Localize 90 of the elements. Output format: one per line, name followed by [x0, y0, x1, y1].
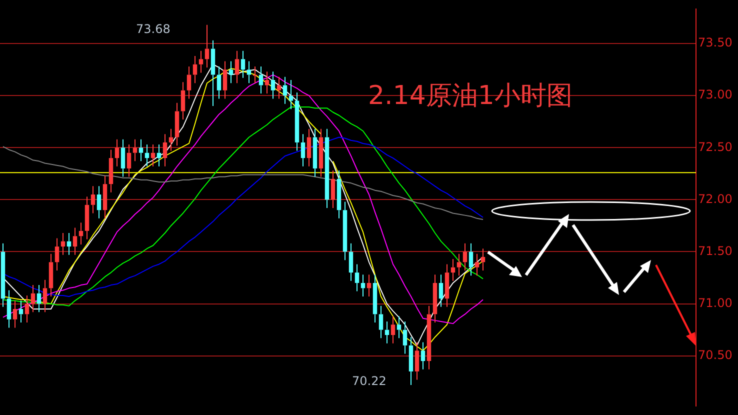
- candlestick: [216, 66, 222, 100]
- candlestick: [48, 253, 54, 297]
- candlestick: [342, 201, 348, 261]
- candlestick: [270, 71, 276, 100]
- candlestick: [288, 79, 294, 110]
- annotation: 73.68: [136, 22, 170, 36]
- candlestick: [150, 144, 156, 167]
- candlestick: [246, 60, 252, 84]
- candlestick: [360, 274, 366, 297]
- candlestick: [348, 242, 354, 282]
- candlestick: [312, 128, 318, 178]
- y-tick-label: 70.50: [698, 348, 732, 362]
- candlestick: [168, 128, 174, 152]
- candlestick: [408, 336, 414, 386]
- y-tick-label: 71.00: [698, 296, 732, 310]
- candlestick: [132, 138, 138, 162]
- candlestick: [300, 134, 306, 167]
- candlestick: [192, 56, 198, 84]
- candlestick: [372, 274, 378, 324]
- candlestick: [174, 102, 180, 146]
- candlestick: [432, 274, 438, 324]
- candlestick: [336, 170, 342, 219]
- candlestick: [324, 128, 330, 209]
- candlestick: [42, 279, 48, 313]
- y-tick-label: 71.50: [698, 244, 732, 258]
- y-tick-label: 72.00: [698, 192, 732, 206]
- candlestick: [426, 305, 432, 370]
- candlestick: [18, 300, 24, 324]
- y-tick-label: 72.50: [698, 140, 732, 154]
- candlestick: [60, 232, 66, 256]
- candlestick: [30, 284, 36, 313]
- candlestick: [6, 290, 12, 328]
- candlestick: [102, 175, 108, 219]
- candlestick: [186, 66, 192, 100]
- candlestick: [378, 305, 384, 339]
- candlestick: [120, 138, 126, 178]
- candlestick: [318, 128, 324, 178]
- candlestick: [264, 71, 270, 94]
- candlestick: [24, 294, 30, 324]
- candlestick: [96, 186, 102, 219]
- candlestick: [222, 60, 228, 100]
- candlestick: [66, 232, 72, 256]
- candlestick: [90, 186, 96, 214]
- candlestick: [276, 76, 282, 100]
- annotation: 70.22: [352, 374, 386, 388]
- candlestick: [414, 342, 420, 380]
- candlestick: [162, 134, 168, 167]
- candlestick: [252, 66, 258, 84]
- candlestick: [144, 144, 150, 167]
- candlestick: [12, 300, 18, 328]
- candlestick: [198, 50, 204, 74]
- candlestick: [180, 82, 186, 120]
- candlestick: [0, 242, 6, 308]
- candlestick: [474, 253, 480, 276]
- candlestick: [384, 320, 390, 344]
- candlestick: [390, 316, 396, 344]
- candlestick: [402, 320, 408, 354]
- y-tick-label: 73.50: [698, 36, 732, 50]
- candlestick: [36, 284, 42, 313]
- candlestick: [450, 258, 456, 282]
- candlestick: [468, 242, 474, 276]
- candlestick: [210, 40, 216, 107]
- candlestick: [462, 242, 468, 271]
- candlestick: [234, 50, 240, 84]
- candlestick: [84, 196, 90, 240]
- candlestick: [72, 227, 78, 256]
- candlestick: [306, 128, 312, 167]
- candlestick: [354, 264, 360, 292]
- candlestick: [78, 222, 84, 245]
- candlestick: [294, 92, 300, 152]
- candlestick: [438, 274, 444, 308]
- candlestick: [126, 144, 132, 178]
- candlestick: [258, 66, 264, 94]
- candlestick: [114, 138, 120, 167]
- candlestick: [138, 138, 144, 162]
- candlestick: [366, 274, 372, 297]
- candlestick: [282, 76, 288, 104]
- candlestick: [156, 144, 162, 167]
- candlestick: [54, 238, 60, 271]
- candlestick: [444, 264, 450, 308]
- candlestick: [204, 24, 210, 68]
- candlestick: [420, 342, 426, 370]
- candlestick: [330, 170, 336, 209]
- candlestick: [240, 50, 246, 78]
- candlestick: [396, 316, 402, 339]
- candlestick: [108, 149, 114, 193]
- candlestick: [228, 60, 234, 84]
- y-tick-label: 73.00: [698, 88, 732, 102]
- candlestick: [456, 253, 462, 276]
- candlestick: [480, 248, 486, 271]
